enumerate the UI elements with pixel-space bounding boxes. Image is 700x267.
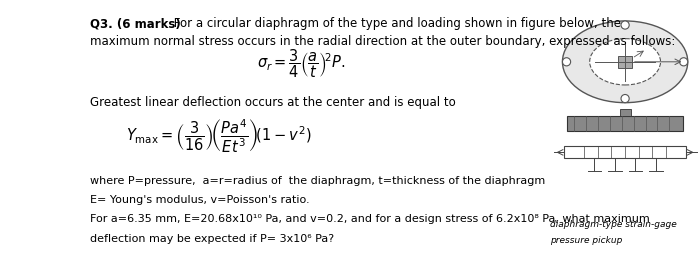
Bar	[620, 109, 631, 116]
Bar	[618, 56, 632, 68]
Text: where P=pressure,  a=r=radius of  the diaphragm, t=thickness of the diaphragm: where P=pressure, a=r=radius of the diap…	[90, 176, 545, 186]
Circle shape	[563, 58, 570, 66]
Text: $\sigma_r = \dfrac{3}{4}\left(\dfrac{a}{t}\right)^{\!2} P.$: $\sigma_r = \dfrac{3}{4}\left(\dfrac{a}{…	[257, 48, 345, 80]
Text: pressure pickup: pressure pickup	[550, 236, 622, 245]
Circle shape	[621, 95, 629, 103]
Text: For a circular diaphragm of the type and loading shown in figure below, the: For a circular diaphragm of the type and…	[170, 17, 621, 30]
Text: maximum normal stress occurs in the radial direction at the outer boundary, expr: maximum normal stress occurs in the radi…	[90, 35, 675, 48]
Circle shape	[680, 58, 687, 66]
Circle shape	[621, 21, 629, 29]
Text: deflection may be expected if P= 3x10⁶ Pa?: deflection may be expected if P= 3x10⁶ P…	[90, 234, 334, 244]
Text: Greatest linear deflection occurs at the center and is equal to: Greatest linear deflection occurs at the…	[90, 96, 456, 109]
Text: For a=6.35 mm, E=20.68x10¹⁰ Pa, and v=0.2, and for a design stress of 6.2x10⁸ Pa: For a=6.35 mm, E=20.68x10¹⁰ Pa, and v=0.…	[90, 214, 650, 223]
Ellipse shape	[589, 39, 661, 85]
Ellipse shape	[563, 21, 687, 103]
Bar	[567, 116, 683, 131]
Text: Q3. (6 marks): Q3. (6 marks)	[90, 17, 181, 30]
Text: $Y_{\mathrm{max}} = \left(\dfrac{3}{16}\right)\!\left(\dfrac{Pa^4}{Et^3}\right)\: $Y_{\mathrm{max}} = \left(\dfrac{3}{16}\…	[126, 117, 312, 155]
Text: E= Young's modulus, v=Poisson's ratio.: E= Young's modulus, v=Poisson's ratio.	[90, 195, 309, 205]
Text: diaphragm-type strain-gage: diaphragm-type strain-gage	[550, 220, 677, 229]
Bar	[564, 146, 687, 159]
